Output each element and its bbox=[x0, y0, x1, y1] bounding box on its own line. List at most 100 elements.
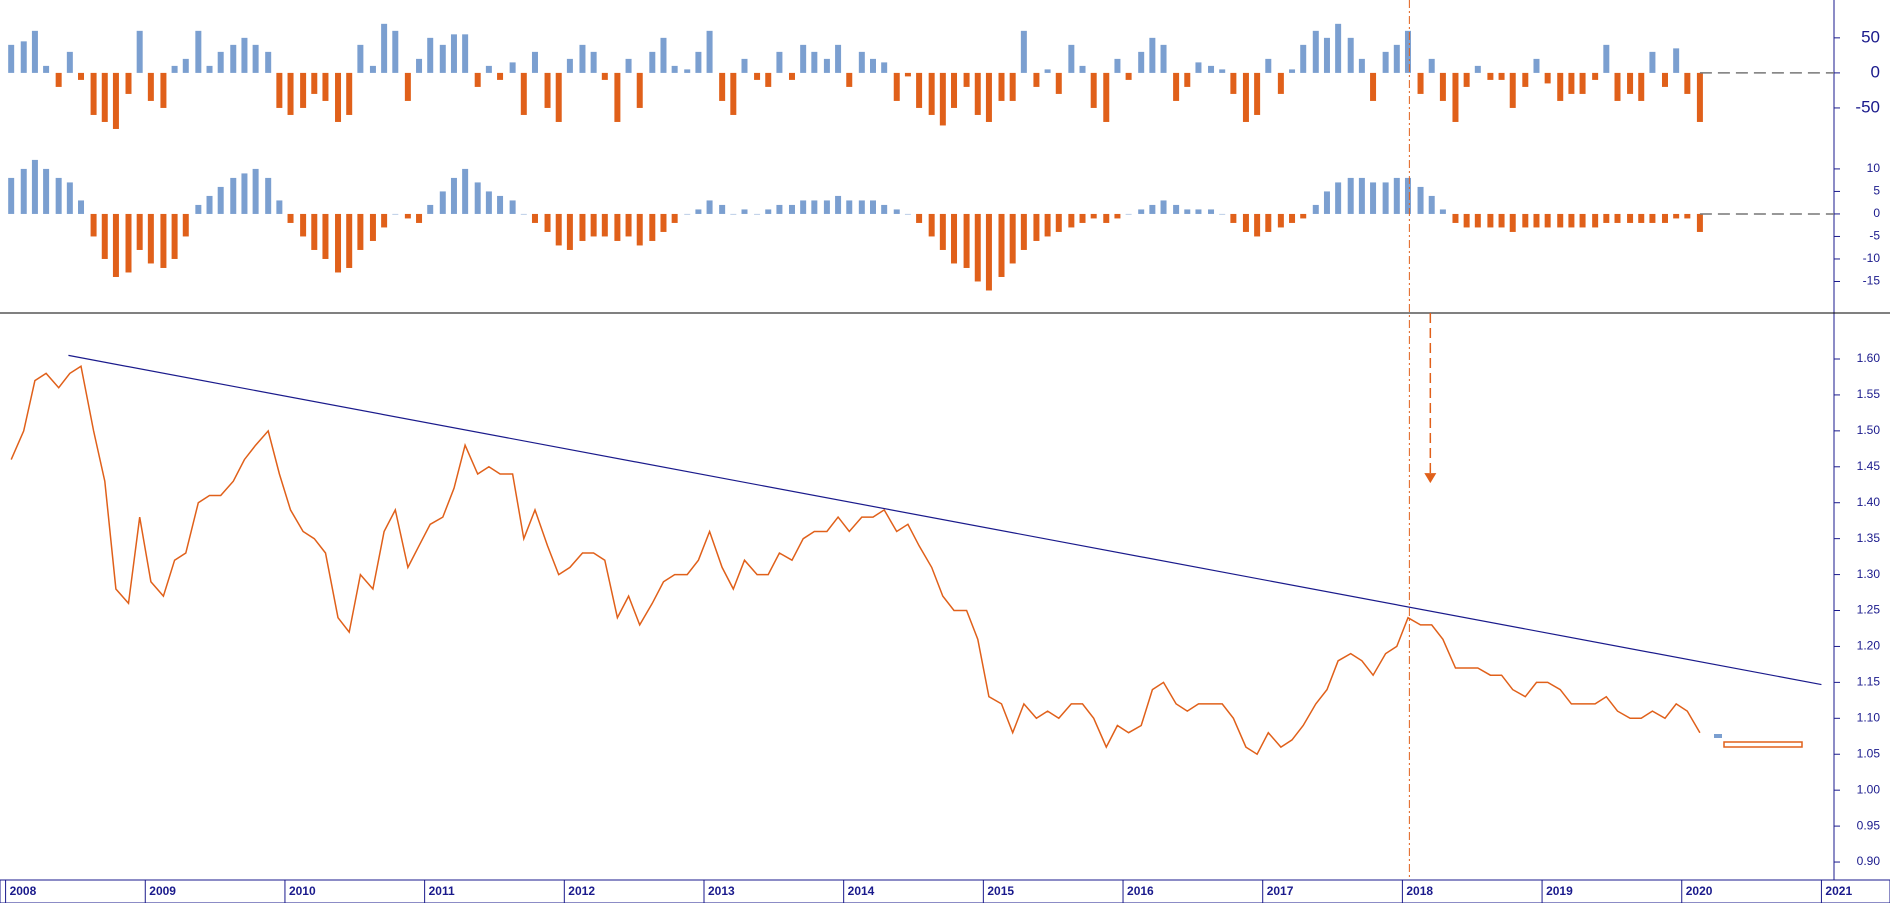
bar bbox=[1068, 44, 1075, 73]
x-tick-label: 2015 bbox=[987, 884, 1014, 898]
bar bbox=[1393, 177, 1400, 214]
bar bbox=[369, 213, 376, 241]
bar bbox=[776, 204, 783, 214]
bar bbox=[55, 177, 62, 214]
bar bbox=[1265, 213, 1272, 232]
bar bbox=[509, 62, 516, 73]
price-line bbox=[10, 364, 1701, 756]
bar bbox=[1219, 213, 1226, 215]
bar bbox=[450, 177, 457, 214]
bar bbox=[846, 72, 853, 87]
bar bbox=[800, 200, 807, 214]
bar bbox=[1149, 204, 1156, 214]
bar bbox=[20, 41, 27, 73]
bar bbox=[217, 51, 224, 73]
bar bbox=[1487, 72, 1494, 80]
bar bbox=[276, 72, 283, 108]
bar bbox=[1428, 58, 1435, 73]
bar bbox=[1020, 213, 1027, 250]
bar bbox=[416, 58, 423, 73]
bar bbox=[1335, 23, 1342, 73]
bar bbox=[823, 58, 830, 73]
bar bbox=[160, 72, 167, 108]
y-tick-label: 0.95 bbox=[1857, 818, 1881, 832]
bar bbox=[1208, 65, 1215, 73]
bar bbox=[416, 213, 423, 223]
bar bbox=[241, 37, 248, 73]
bar bbox=[590, 51, 597, 73]
bar bbox=[985, 213, 992, 291]
bar bbox=[346, 213, 353, 268]
bar bbox=[474, 182, 481, 214]
forecast-marker bbox=[1714, 734, 1722, 738]
bar bbox=[1579, 213, 1586, 228]
bar bbox=[1568, 213, 1575, 228]
bar bbox=[1103, 213, 1110, 223]
bar bbox=[1195, 62, 1202, 73]
bar bbox=[160, 213, 167, 268]
bar bbox=[835, 44, 842, 73]
bar bbox=[1404, 30, 1411, 73]
bar bbox=[1661, 213, 1668, 223]
y-tick-label: 1.55 bbox=[1857, 387, 1881, 401]
bar bbox=[765, 72, 772, 87]
bar bbox=[566, 213, 573, 250]
x-tick-label: 2019 bbox=[1546, 884, 1573, 898]
bar bbox=[1498, 72, 1505, 80]
bar bbox=[566, 58, 573, 73]
y-tick-label: 1.40 bbox=[1857, 495, 1881, 509]
bar bbox=[1370, 72, 1377, 101]
bar bbox=[1300, 44, 1307, 73]
bar bbox=[276, 200, 283, 214]
bar bbox=[881, 62, 888, 73]
bar bbox=[1522, 72, 1529, 87]
bar bbox=[1627, 213, 1634, 223]
bar bbox=[462, 34, 469, 73]
bar bbox=[1428, 195, 1435, 214]
bar bbox=[8, 44, 15, 73]
bar bbox=[1463, 213, 1470, 228]
bar bbox=[520, 213, 527, 215]
bar bbox=[90, 72, 97, 115]
y-tick-label: 1.20 bbox=[1857, 639, 1881, 653]
bar bbox=[31, 159, 38, 214]
bar bbox=[101, 72, 108, 122]
bar bbox=[112, 72, 119, 129]
bar bbox=[195, 30, 202, 73]
bar bbox=[136, 30, 143, 73]
bar bbox=[544, 213, 551, 232]
y-tick-label: 1.00 bbox=[1857, 782, 1881, 796]
bar bbox=[357, 213, 364, 250]
bar bbox=[1114, 213, 1121, 219]
x-tick-label: 2020 bbox=[1686, 884, 1713, 898]
x-tick-label: 2021 bbox=[1825, 884, 1852, 898]
bar bbox=[1312, 204, 1319, 214]
y-tick-label: 1.35 bbox=[1857, 531, 1881, 545]
y-tick-label: 1.10 bbox=[1857, 710, 1881, 724]
bar bbox=[1533, 58, 1540, 73]
bar bbox=[1079, 213, 1086, 223]
bar bbox=[404, 213, 411, 219]
bar bbox=[1673, 213, 1680, 219]
bar bbox=[695, 51, 702, 73]
bar bbox=[719, 204, 726, 214]
bar bbox=[1195, 209, 1202, 214]
bar bbox=[1323, 191, 1330, 214]
bar bbox=[1068, 213, 1075, 228]
bar bbox=[195, 204, 202, 214]
bar bbox=[1173, 204, 1180, 214]
bar bbox=[1138, 209, 1145, 214]
bar bbox=[649, 213, 656, 241]
x-tick-label: 2011 bbox=[429, 884, 455, 898]
bar bbox=[1055, 72, 1062, 94]
bar bbox=[300, 72, 307, 108]
bar bbox=[730, 213, 737, 215]
bar bbox=[1125, 72, 1132, 80]
bar bbox=[171, 213, 178, 259]
bar bbox=[695, 209, 702, 214]
bar bbox=[1592, 213, 1599, 228]
bar bbox=[78, 200, 85, 214]
bar bbox=[1277, 72, 1284, 94]
bar bbox=[136, 213, 143, 250]
bar bbox=[858, 200, 865, 214]
